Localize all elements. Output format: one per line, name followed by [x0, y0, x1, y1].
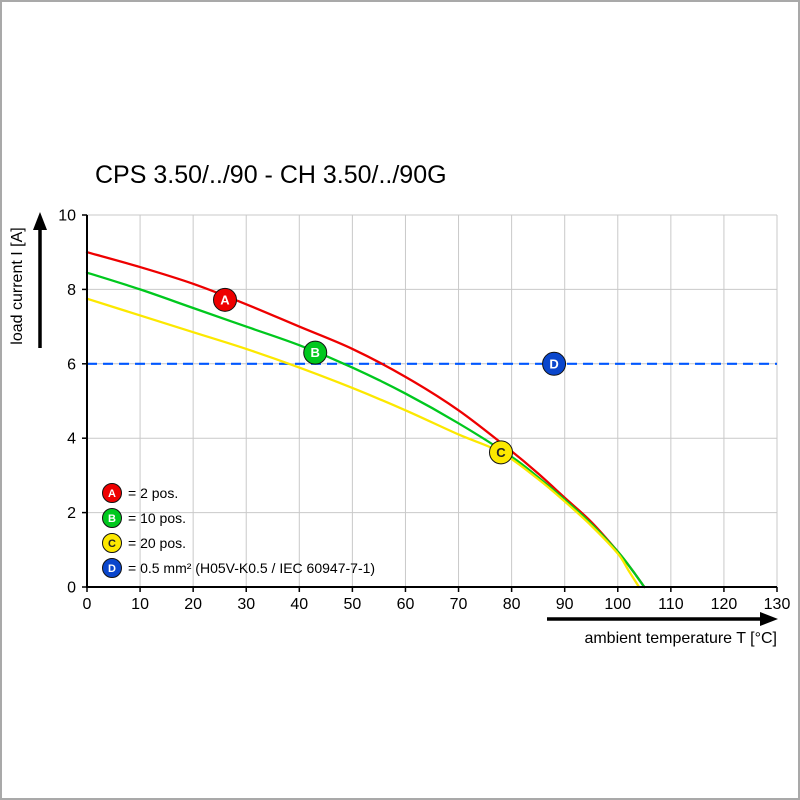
y-axis-label: load current I [A]: [9, 227, 26, 344]
x-tick-label-90: 90: [556, 596, 574, 613]
x-tick-label-50: 50: [343, 596, 361, 613]
curve-layer: [85, 251, 646, 589]
marker-C: C: [489, 440, 513, 465]
legend-label-C: = 20 pos.: [128, 535, 186, 551]
y-tick-label-4: 4: [67, 431, 76, 448]
legend: A = 2 pos. B = 10 pos. C = 20 pos. D = 0.5 mm² …: [102, 483, 375, 578]
legend-letter-C: C: [108, 538, 116, 550]
x-tick-label-130: 130: [764, 596, 791, 613]
x-tick-label-100: 100: [604, 596, 631, 613]
marker-letter-C: C: [496, 445, 506, 460]
legend-item-A: A = 2 pos.: [102, 483, 178, 503]
y-tick-label-10: 10: [58, 208, 76, 225]
curve-marker-layer: A B C D: [213, 287, 567, 465]
marker-letter-A: A: [220, 292, 230, 307]
marker-B: B: [303, 340, 328, 365]
y-tick-label-0: 0: [67, 580, 76, 597]
legend-label-B: = 10 pos.: [128, 510, 186, 526]
x-tick-label-20: 20: [184, 596, 202, 613]
legend-label-A: = 2 pos.: [128, 485, 178, 501]
legend-swatch-A: [102, 483, 122, 503]
legend-item-D: D = 0.5 mm² (H05V-K0.5 / IEC 60947-7-1): [102, 558, 375, 578]
x-tick-label-30: 30: [237, 596, 255, 613]
x-tick-label-0: 0: [83, 596, 92, 613]
x-tick-label-60: 60: [397, 596, 415, 613]
marker-D: D: [542, 351, 567, 376]
legend-swatch-C: [102, 533, 122, 553]
series-line-C: [85, 297, 641, 589]
legend-item-C: C = 20 pos.: [102, 533, 186, 553]
legend-swatch-B: [102, 508, 122, 528]
x-axis-label: ambient temperature T [°C]: [584, 630, 777, 647]
x-tick-label-110: 110: [658, 596, 684, 613]
marker-A: A: [213, 287, 237, 312]
x-tick-label-120: 120: [711, 596, 738, 613]
x-axis-arrow-icon: [547, 612, 778, 626]
x-tick-label-40: 40: [290, 596, 308, 613]
chart-title: CPS 3.50/../90 - CH 3.50/../90G: [95, 161, 447, 189]
marker-letter-D: D: [549, 356, 558, 371]
legend-item-B: B = 10 pos.: [102, 508, 186, 528]
y-axis-arrow-icon: [33, 212, 47, 348]
legend-label-D: = 0.5 mm² (H05V-K0.5 / IEC 60947-7-1): [128, 560, 375, 576]
legend-letter-D: D: [108, 563, 116, 575]
marker-letter-B: B: [311, 345, 320, 360]
x-tick-label-10: 10: [131, 596, 149, 613]
legend-letter-B: B: [108, 513, 116, 525]
legend-swatch-D: [102, 558, 122, 578]
grid-lines: [86, 214, 778, 588]
y-tick-label-8: 8: [67, 282, 76, 299]
x-tick-label-80: 80: [503, 596, 521, 613]
y-tick-label-2: 2: [67, 505, 76, 522]
y-tick-label-6: 6: [67, 356, 76, 373]
x-tick-label-70: 70: [450, 596, 468, 613]
legend-letter-A: A: [108, 488, 116, 500]
axis-layer: 0 10 20 30 40 50 60 70 80 90 100 110 120 130 0 2 4 6 8 10: [58, 208, 790, 614]
